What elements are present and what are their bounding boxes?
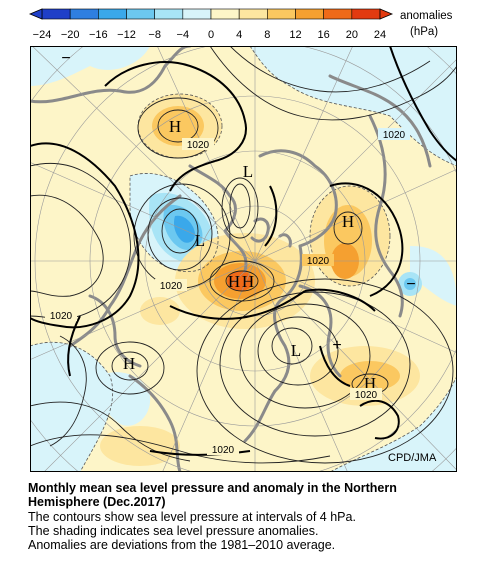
colorbar-box — [126, 8, 155, 20]
colorbar-tick-label: 0 — [208, 29, 214, 41]
low-center-arctic: L — [243, 162, 253, 181]
graticule — [30, 46, 457, 472]
label-1020-a: 1020 — [187, 140, 210, 151]
caption-title-line-1: Monthly mean sea level pressure and anom… — [28, 481, 397, 495]
negative-sign-top-left: − — [61, 50, 70, 67]
map-frame — [30, 46, 457, 472]
caption-contour-note: The contours show sea level pressure at … — [28, 510, 356, 524]
caption-title: Monthly mean sea level pressure and anom… — [28, 481, 468, 509]
colorbar-box — [238, 8, 268, 20]
colorbar-tick-label: 20 — [346, 29, 358, 41]
colorbar-tick-label: −24 — [33, 29, 52, 41]
colorbar-box — [295, 8, 324, 20]
label-1020-e: 1020 — [50, 311, 73, 322]
colorbar-tick-label: 24 — [374, 29, 386, 41]
colorbar-tick-label: −20 — [61, 29, 80, 41]
colorbar-tick-label: 4 — [236, 29, 242, 41]
colorbar-box — [351, 8, 381, 20]
colorbar-box — [210, 8, 240, 20]
colorbar-box — [323, 8, 353, 20]
legend-unit: (hPa) — [410, 26, 438, 38]
colorbar-boxes — [41, 8, 381, 20]
anomaly-colorbar: −24 −20 −16 −12 −8 −4 0 4 8 12 16 20 24 anomalies (h… — [28, 8, 453, 41]
legend-title: anomalies — [400, 10, 453, 22]
low-center-pacific: L — [291, 341, 301, 360]
colorbar-left-arrow — [28, 8, 43, 20]
high-center-europe-2: H — [123, 354, 135, 373]
label-1020-b: 1020 — [383, 130, 406, 141]
colorbar-tick-label: −16 — [89, 29, 108, 41]
colorbar-box — [267, 8, 296, 20]
colorbar-tick-label: −12 — [117, 29, 136, 41]
data-credit: CPD/JMA — [388, 452, 437, 464]
colorbar-tick-label: 12 — [289, 29, 301, 41]
positive-sign-pacific: + — [332, 337, 341, 354]
colorbar-right-arrow — [379, 8, 394, 20]
colorbar-box — [69, 8, 99, 20]
colorbar-box — [98, 8, 127, 20]
label-1020-f: 1020 — [355, 390, 378, 401]
polar-stereographic-map: H L H H H L L H H − − + 1020 1020 1020 1… — [30, 46, 457, 472]
pressure-labels: 1020 1020 1020 1020 1020 1020 1020 1020 — [45, 128, 410, 456]
colorbar-tick-label: 8 — [264, 29, 270, 41]
pressure-contours-1020 — [30, 46, 457, 456]
colorbar-tick-label: −8 — [148, 29, 161, 41]
caption-shading-note: The shading indicates sea level pressure… — [28, 524, 319, 538]
colorbar-box — [41, 8, 71, 20]
pressure-contours-thin — [30, 46, 457, 464]
high-center-europe-small: H — [228, 272, 240, 291]
label-1020-d: 1020 — [160, 281, 183, 292]
high-center-east-siberia: H — [342, 212, 354, 231]
colorbar-tick-label: 16 — [318, 29, 330, 41]
anomaly-signs: − − + — [61, 50, 415, 354]
negative-sign-east: − — [406, 276, 415, 293]
low-center-greenland: L — [195, 231, 205, 250]
colorbar-ticks: −24 −20 −16 −12 −8 −4 0 4 8 12 16 20 24 — [33, 29, 386, 41]
high-center-europe: H — [242, 272, 254, 291]
colorbar-tick-label: −4 — [177, 29, 190, 41]
label-1020-c: 1020 — [307, 256, 330, 267]
colorbar-box — [182, 8, 212, 20]
colorbar-box — [154, 8, 184, 20]
caption-baseline-note: Anomalies are deviations from the 1981–2… — [28, 538, 336, 552]
high-center-north-atlantic: H — [169, 117, 181, 136]
caption-title-line-2: Hemisphere (Dec.2017) — [28, 495, 166, 509]
label-1020-g: 1020 — [212, 445, 235, 456]
strong-negative-anomaly — [149, 192, 422, 296]
pressure-centers: H L H H H L L H H — [123, 117, 376, 393]
